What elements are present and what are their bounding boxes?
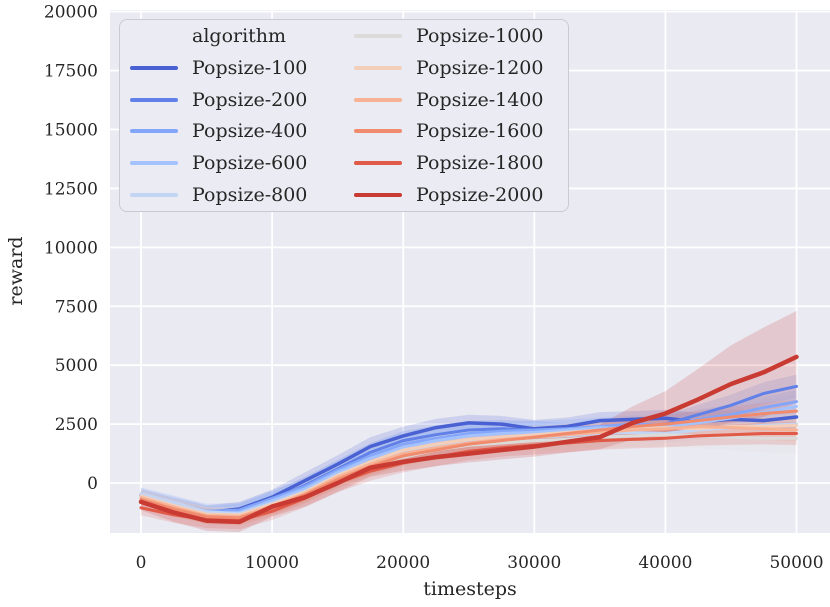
legend-item-label: Popsize-1000 — [416, 24, 544, 47]
legend-item-popsize-1200: Popsize-1200 — [344, 52, 568, 84]
legend-item-popsize-1800: Popsize-1800 — [344, 147, 568, 179]
legend-item-label: Popsize-1800 — [416, 152, 544, 175]
legend-line-swatch — [130, 129, 178, 134]
y-tick-label: 2500 — [55, 415, 98, 435]
x-tick-label: 10000 — [245, 553, 299, 573]
legend-line-swatch — [130, 161, 178, 166]
legend: algorithm Popsize-100 Popsize-200 Popsize-4… — [119, 19, 569, 212]
legend-line-swatch — [130, 65, 178, 70]
legend-item-label: Popsize-100 — [192, 56, 308, 79]
x-tick-label: 40000 — [638, 553, 692, 573]
legend-item-popsize-1000: Popsize-1000 — [344, 20, 568, 52]
series-line-popsize-2000 — [138, 354, 799, 525]
legend-line-swatch — [354, 193, 402, 198]
y-tick-label: 10000 — [44, 238, 98, 258]
legend-item-popsize-400: Popsize-400 — [120, 116, 344, 148]
legend-item-popsize-600: Popsize-600 — [120, 147, 344, 179]
legend-item-label: Popsize-1400 — [416, 88, 544, 111]
legend-item-popsize-800: Popsize-800 — [120, 179, 344, 211]
x-axis-label: timesteps — [423, 578, 517, 600]
y-tick-label: 5000 — [55, 356, 98, 376]
legend-item-popsize-2000: Popsize-2000 — [344, 179, 568, 211]
legend-line-swatch — [130, 97, 178, 102]
legend-line-swatch — [130, 193, 178, 198]
y-tick-label: 17500 — [44, 62, 98, 82]
legend-item-label: Popsize-1600 — [416, 120, 544, 143]
legend-item-label: Popsize-600 — [192, 152, 308, 175]
legend-item-popsize-200: Popsize-200 — [120, 84, 344, 116]
legend-item-popsize-1600: Popsize-1600 — [344, 116, 568, 148]
legend-line-swatch — [354, 65, 402, 70]
legend-item-popsize-1400: Popsize-1400 — [344, 84, 568, 116]
y-tick-label: 7500 — [55, 297, 98, 317]
legend-item-label: Popsize-2000 — [416, 184, 544, 207]
legend-title-label: algorithm — [192, 24, 287, 47]
legend-line-swatch — [354, 129, 402, 134]
x-tick-label: 50000 — [769, 553, 823, 573]
legend-item-label: Popsize-1200 — [416, 56, 544, 79]
confidence-band-popsize-2000 — [141, 311, 797, 533]
y-tick-label: 0 — [87, 474, 98, 494]
legend-item-popsize-100: Popsize-100 — [120, 52, 344, 84]
x-tick-label: 30000 — [507, 553, 561, 573]
y-axis-label: reward — [5, 236, 27, 306]
x-tick-label: 20000 — [376, 553, 430, 573]
legend-line-swatch — [354, 97, 402, 102]
y-tick-label: 12500 — [44, 179, 98, 199]
legend-item-label: Popsize-800 — [192, 184, 308, 207]
x-tick-label: 0 — [136, 553, 147, 573]
legend-item-label: Popsize-400 — [192, 120, 308, 143]
legend-title: algorithm — [120, 20, 344, 52]
legend-line-swatch — [354, 33, 402, 38]
y-tick-label: 15000 — [44, 120, 98, 140]
legend-line-swatch — [354, 161, 402, 166]
confidence-band-popsize-1800 — [141, 422, 797, 530]
series-line-popsize-600 — [139, 404, 798, 515]
series-group — [138, 311, 799, 533]
legend-item-label: Popsize-200 — [192, 88, 308, 111]
y-tick-label: 20000 — [44, 3, 98, 23]
